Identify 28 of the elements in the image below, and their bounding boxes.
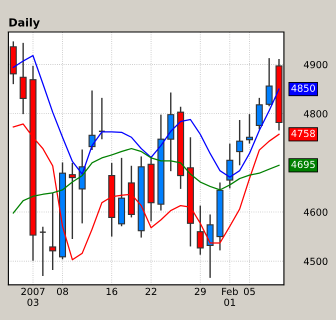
candlestick xyxy=(206,214,214,279)
x-tick-label: 05 xyxy=(244,288,255,296)
y-tick-label: 4600 xyxy=(304,208,328,216)
y-tick-label: 4800 xyxy=(304,110,328,118)
candlestick xyxy=(256,97,263,130)
candlestick xyxy=(49,192,56,271)
chart-title: Daily xyxy=(9,18,40,29)
candlestick xyxy=(266,57,273,107)
x-tick-label: 29 xyxy=(194,288,206,296)
candlestick xyxy=(226,142,234,190)
line-series xyxy=(12,148,280,214)
candlestick xyxy=(39,226,46,277)
x-tick-label: Feb 01 xyxy=(222,288,238,306)
y-tick-label: 4500 xyxy=(304,258,328,266)
text: 4695 xyxy=(291,160,315,168)
candlestick xyxy=(246,113,253,144)
candlestick xyxy=(196,204,204,256)
candlestick xyxy=(20,42,27,115)
y-tick-label: 4900 xyxy=(304,60,328,68)
text: 4758 xyxy=(291,130,315,138)
candlestick xyxy=(88,90,96,151)
x-tick-label: 08 xyxy=(56,288,68,296)
x-tick-label: 2007 03 xyxy=(21,288,45,306)
text: 4850 xyxy=(291,84,315,92)
candlestick xyxy=(68,162,76,240)
x-tick-label: 22 xyxy=(146,288,156,295)
x-tick-label: 16 xyxy=(106,288,118,296)
candlestick xyxy=(236,119,244,166)
